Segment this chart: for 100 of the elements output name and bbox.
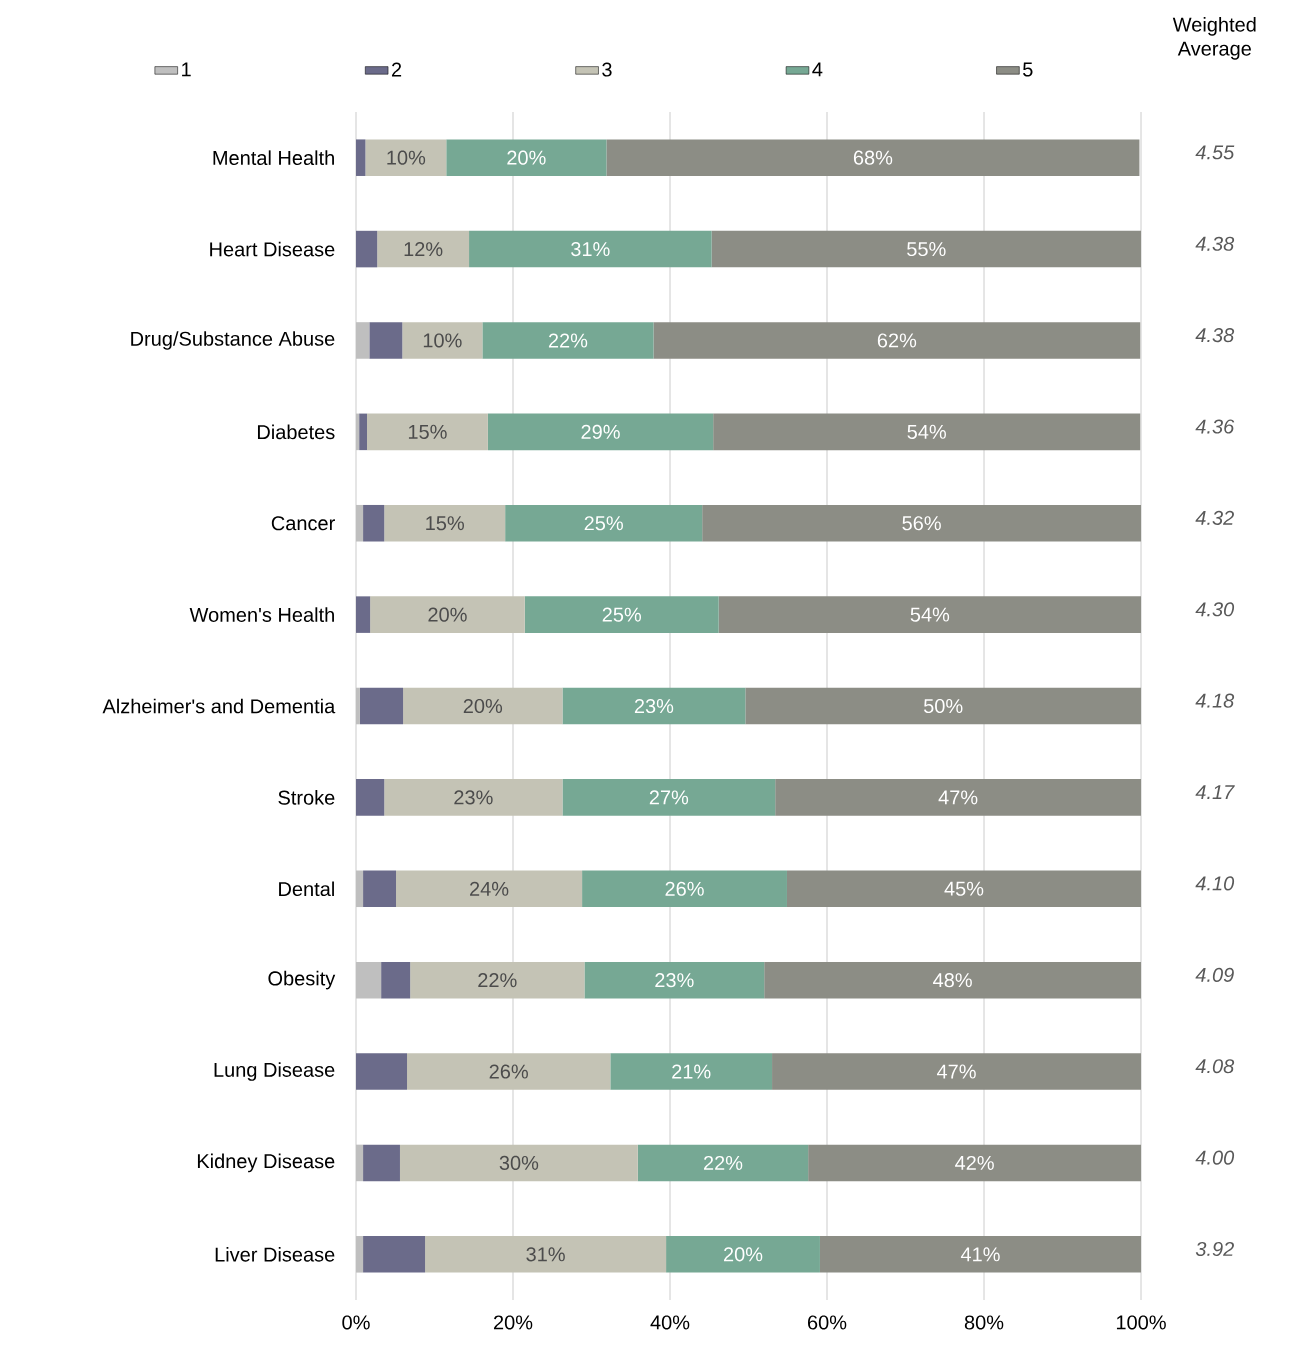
y-tick-label: Kidney Disease (197, 1153, 335, 1173)
bar (562, 779, 776, 816)
bar (582, 870, 787, 908)
y-tick-label: Stroke (278, 790, 335, 805)
text: 4.36 (1195, 419, 1235, 434)
y-tick-label: Dental (279, 881, 334, 897)
y-tick-label: Women's Health (189, 607, 334, 622)
y-tick-label: Lung Disease (214, 1062, 335, 1081)
text: 4.00 (1195, 1150, 1235, 1165)
text: 4.10 (1195, 876, 1235, 891)
legend-label: 1 (182, 62, 191, 77)
text: 3.92 (1195, 1241, 1234, 1257)
bar (377, 230, 470, 268)
legend-label: 4 (812, 62, 823, 77)
bar (764, 961, 1142, 999)
data-label: 42% (955, 1155, 994, 1170)
data-label: 22% (703, 1155, 743, 1170)
bar (384, 504, 506, 542)
data-label: 20% (507, 150, 546, 165)
data-label: 54% (910, 607, 950, 622)
bar (365, 139, 447, 176)
y-tick-label: Alzheimer's and Dementia (102, 698, 336, 714)
bar (808, 1144, 1142, 1182)
bar (363, 1144, 400, 1182)
text: 4.30 (1195, 602, 1235, 617)
y-tick-label: Obesity (268, 970, 336, 990)
y-tick-label: Liver Disease (215, 1246, 335, 1262)
data-label: 23% (634, 698, 674, 714)
y-tick-label: Drug/Substance Abuse (131, 331, 335, 350)
bar (384, 779, 563, 816)
bar (396, 870, 583, 908)
bar (469, 230, 712, 268)
data-label: 30% (499, 1155, 539, 1171)
x-tick-label: 100% (1116, 1315, 1166, 1330)
data-label: 47% (938, 790, 978, 805)
legend-label: 5 (1023, 62, 1033, 77)
bar (370, 596, 525, 633)
bar (637, 1144, 809, 1182)
data-label: 23% (655, 973, 694, 988)
bar (381, 961, 411, 999)
bar (359, 687, 404, 725)
bar (666, 1236, 820, 1273)
bar (356, 1236, 364, 1273)
bar (356, 413, 360, 451)
text: 4.38 (1195, 328, 1235, 343)
bar (356, 596, 371, 633)
x-tick-label: 60% (808, 1315, 847, 1330)
data-label: 22% (548, 333, 588, 348)
bar (356, 961, 382, 999)
text: 4.38 (1195, 236, 1235, 251)
bar (356, 687, 360, 725)
data-label: 20% (428, 607, 467, 622)
bar (363, 504, 385, 542)
data-label: 62% (877, 333, 917, 348)
bar (356, 870, 364, 908)
bar (505, 504, 703, 542)
data-label: 25% (602, 607, 642, 622)
data-label: 20% (463, 698, 503, 714)
bar (399, 1144, 638, 1182)
text: Weighted Average (1172, 17, 1256, 60)
bar (410, 961, 585, 999)
bar (356, 779, 385, 816)
data-label: 56% (902, 516, 941, 531)
bar (711, 230, 1142, 268)
data-label: 25% (584, 516, 623, 531)
bar (446, 139, 607, 176)
data-label: 31% (526, 1247, 565, 1262)
bar (745, 687, 1142, 725)
data-label: 12% (404, 242, 443, 257)
bar (487, 413, 714, 451)
y-tick-label: Mental Health (213, 150, 334, 166)
data-label: 20% (724, 1247, 763, 1262)
bar (402, 322, 483, 359)
data-label: 48% (933, 973, 972, 988)
bar (606, 139, 1140, 176)
bar (653, 322, 1141, 359)
x-tick-label: 80% (964, 1315, 1004, 1330)
legend-label: 3 (602, 62, 612, 77)
data-label: 10% (423, 333, 462, 348)
text: 4.08 (1195, 1059, 1235, 1074)
data-label: 55% (907, 242, 946, 257)
bar (702, 504, 1142, 542)
bar (718, 596, 1142, 633)
bar (356, 1144, 364, 1182)
data-label: 22% (478, 973, 517, 988)
data-label: 41% (960, 1247, 1000, 1262)
data-label: 29% (581, 424, 620, 439)
data-label: 24% (470, 881, 509, 896)
y-tick-label: Diabetes (257, 424, 335, 440)
bar (403, 687, 563, 725)
bar (772, 1053, 1142, 1090)
legend-label: 2 (391, 62, 402, 77)
bar (356, 322, 370, 359)
bar (713, 413, 1141, 451)
data-label: 26% (489, 1064, 528, 1079)
bar (407, 1053, 611, 1090)
y-tick-label: Heart Disease (210, 241, 335, 257)
data-label: 50% (923, 698, 963, 714)
text: 4.18 (1195, 693, 1235, 708)
bar (775, 779, 1142, 816)
